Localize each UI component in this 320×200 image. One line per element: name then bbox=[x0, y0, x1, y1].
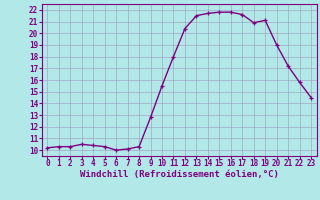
X-axis label: Windchill (Refroidissement éolien,°C): Windchill (Refroidissement éolien,°C) bbox=[80, 170, 279, 179]
